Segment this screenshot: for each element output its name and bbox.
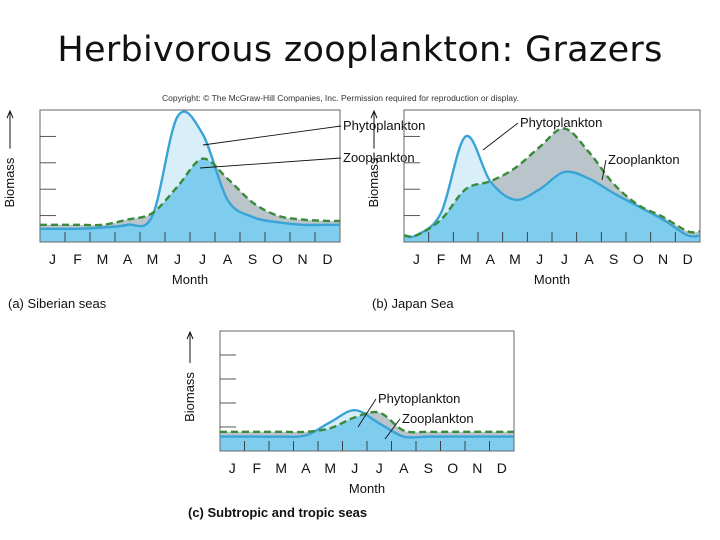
month-label: F [73,251,82,267]
month-label: J [199,251,206,267]
y-axis-arrowhead [186,330,194,340]
zooplankton-label: Zooplankton [343,150,415,165]
slide-title: Herbivorous zooplankton: Grazers [57,30,663,70]
phytoplankton-pointer [202,125,342,146]
month-label: A [399,460,409,476]
x-axis-label: Month [349,481,385,496]
month-label: O [447,460,458,476]
overlap-area [40,158,340,242]
month-label: A [486,251,496,267]
zooplankton-pointer [199,157,342,169]
zooplankton-label: Zooplankton [608,152,680,167]
panel-caption: (c) Subtropic and tropic seas [188,505,367,520]
y-axis-label: Biomass [366,157,381,207]
plot-frame [219,330,515,452]
x-axis-label: Month [172,272,208,287]
month-label: J [536,251,543,267]
phytoplankton-line [403,135,701,239]
phytoplankton-label: Phytoplankton [520,115,602,130]
zooplankton-pointer [384,418,401,440]
chart-japan-sea: J F M A M J J A S O N DMonthBiomassPhytoplanktonZoo… [366,109,701,311]
month-label: S [609,251,618,267]
copyright-notice: Copyright: © The McGraw-Hill Companies, … [162,93,519,103]
month-label: A [223,251,233,267]
x-axis-label: Month [534,272,570,287]
phytoplankton-line [40,110,340,231]
phytoplankton-pointer [357,398,377,428]
plot-area [404,128,700,242]
zooplankton-line [39,157,341,227]
month-label: F [437,251,446,267]
y-axis-arrowhead [6,109,14,119]
month-label: D [322,251,332,267]
month-label: M [275,460,287,476]
month-label: N [297,251,307,267]
month-label: J [351,460,358,476]
phytoplankton-label: Phytoplankton [343,118,425,133]
month-label: O [272,251,283,267]
month-label: F [252,460,261,476]
month-label: D [497,460,507,476]
zooplankton-line [220,410,514,434]
month-label: M [147,251,159,267]
month-label: S [248,251,257,267]
phytoplankton-pointer [482,122,519,151]
month-label: J [561,251,568,267]
month-label: N [658,251,668,267]
month-label: J [376,460,383,476]
month-label: M [460,251,472,267]
month-label: M [324,460,336,476]
month-label: M [509,251,521,267]
phytoplankton-label: Phytoplankton [378,391,460,406]
chart-siberian-seas: J F M A M J J A S O N DMonthBiomassPhytoplanktonZoo… [2,109,425,311]
plot-frame [403,109,701,243]
month-label: J [49,251,56,267]
plot-area [40,111,340,242]
panel-caption: (a) Siberian seas [8,296,107,311]
month-label: M [97,251,109,267]
month-label: A [301,460,311,476]
month-label: A [123,251,133,267]
overlap-area [220,412,514,451]
y-axis-arrowhead [370,109,378,119]
month-label: J [229,460,236,476]
month-label: S [424,460,433,476]
panel-caption: (b) Japan Sea [372,296,454,311]
month-label: D [683,251,693,267]
month-label: J [413,251,420,267]
y-axis-label: Biomass [182,372,197,422]
month-label: J [174,251,181,267]
month-label: O [633,251,644,267]
y-axis-label: Biomass [2,157,17,207]
zooplankton-pointer [601,159,607,181]
month-label: N [472,460,482,476]
plot-frame [39,109,341,243]
phytoplankton-line [220,408,514,439]
zooplankton-line [403,127,701,238]
month-label: A [584,251,594,267]
zooplankton-label: Zooplankton [402,411,474,426]
